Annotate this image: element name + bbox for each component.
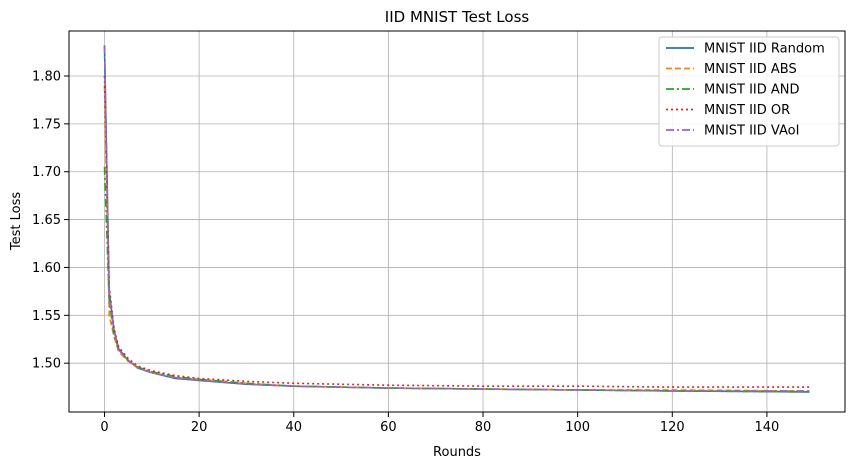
y-tick-label: 1.70 bbox=[32, 165, 61, 180]
y-tick-label: 1.60 bbox=[32, 261, 61, 276]
x-tick-label: 140 bbox=[755, 420, 780, 435]
legend-label: MNIST IID VAoI bbox=[704, 124, 799, 139]
x-tick-label: 100 bbox=[565, 420, 590, 435]
x-tick-label: 80 bbox=[475, 420, 492, 435]
legend-label: MNIST IID Random bbox=[704, 42, 825, 57]
plot-frame bbox=[68, 30, 846, 413]
x-tick-label: 40 bbox=[285, 420, 302, 435]
x-tick-label: 0 bbox=[100, 420, 108, 435]
legend-label: MNIST IID OR bbox=[704, 103, 790, 118]
series-line-3 bbox=[103, 166, 810, 393]
legend-box bbox=[658, 36, 840, 147]
x-tick-label: 20 bbox=[191, 420, 208, 435]
legend-label: MNIST IID ABS bbox=[704, 62, 797, 77]
x-tick-label: 60 bbox=[380, 420, 397, 435]
legend: MNIST IID Random MNIST IID ABS MNIST IID A… bbox=[658, 36, 840, 147]
y-tick-label: 1.75 bbox=[32, 117, 61, 132]
x-axis-label: Rounds bbox=[433, 445, 481, 460]
x-tick-label: 120 bbox=[660, 420, 685, 435]
y-tick-label: 1.55 bbox=[32, 309, 61, 324]
axis-ticks: 0 20 40 60 80 100 120 140 1.50 1.55 1.60 1.65 1.70 1.… bbox=[32, 69, 779, 435]
chart-title: IID MNIST Test Loss bbox=[385, 8, 530, 26]
y-tick-label: 1.65 bbox=[32, 213, 61, 228]
y-tick-label: 1.50 bbox=[32, 357, 61, 372]
y-axis-label: Test Loss bbox=[9, 192, 24, 251]
series-line-5 bbox=[103, 45, 810, 392]
y-tick-label: 1.80 bbox=[32, 69, 61, 84]
series-lines bbox=[103, 45, 810, 393]
legend-label: MNIST IID AND bbox=[704, 83, 800, 98]
